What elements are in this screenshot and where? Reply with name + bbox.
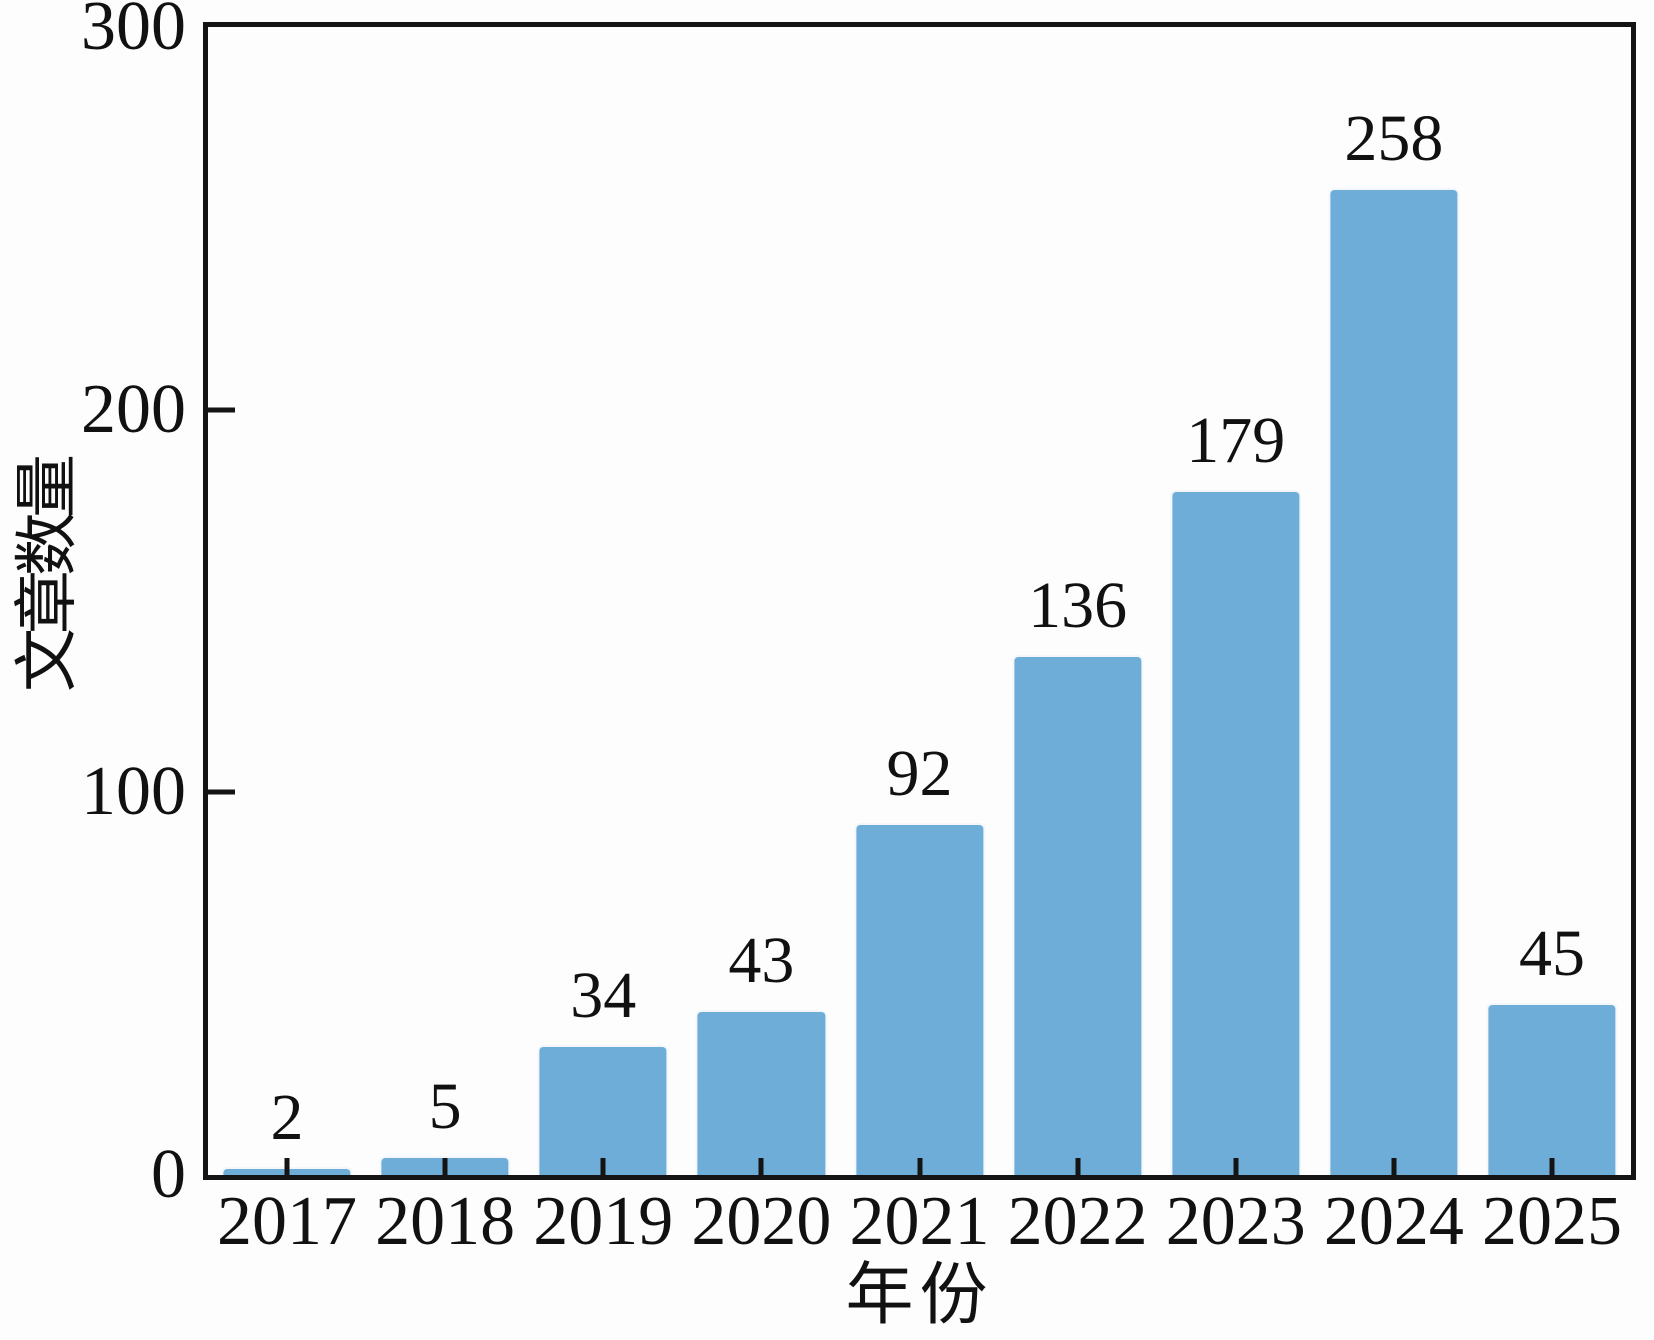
x-tick-label-2021: 2021: [849, 1183, 990, 1260]
y-tick-label-200: 200: [81, 370, 186, 448]
x-axis-tick-2017: [284, 1158, 290, 1175]
x-tick-label-2024: 2024: [1323, 1183, 1464, 1260]
x-axis-tick-2022: [1075, 1158, 1081, 1175]
y-tick-label-0: 0: [151, 1136, 186, 1213]
y-axis-tick-100: [208, 789, 235, 795]
x-axis-tick-2019: [600, 1158, 606, 1175]
y-axis-tick-200: [208, 407, 235, 413]
x-tick-label-2018: 2018: [375, 1183, 516, 1260]
bar-2019: [537, 1044, 669, 1175]
bar-value-label-2017: 2: [270, 1081, 304, 1155]
bar-value-label-2023: 179: [1186, 404, 1286, 478]
x-axis-tick-2023: [1233, 1158, 1239, 1175]
plot-area: 2 2017 5 2018 34 2019 43 2020 92 2021 136 2022 179 20…: [81, 0, 1636, 1329]
x-tick-label-2017: 2017: [217, 1183, 358, 1260]
bar-2023: [1170, 490, 1302, 1175]
bar-value-label-2018: 5: [428, 1069, 462, 1143]
x-axis-tick-2025: [1549, 1158, 1555, 1175]
bar-value-label-2022: 136: [1028, 568, 1128, 642]
bar-value-label-2024: 258: [1344, 101, 1444, 175]
bar-2022: [1012, 654, 1144, 1175]
bar-2025: [1486, 1002, 1618, 1175]
x-tick-label-2019: 2019: [533, 1183, 674, 1260]
x-tick-label-2022: 2022: [1007, 1183, 1148, 1260]
x-axis-tick-2018: [442, 1158, 448, 1175]
bar-2021: [853, 822, 986, 1175]
x-tick-label-2023: 2023: [1165, 1183, 1306, 1260]
bar-value-label-2021: 92: [886, 736, 953, 810]
bar-value-label-2019: 34: [570, 958, 637, 1032]
bar-2024: [1328, 187, 1460, 1175]
bar-value-label-2025: 45: [1518, 916, 1585, 990]
x-axis-tick-2021: [917, 1158, 922, 1175]
x-tick-label-2025: 2025: [1481, 1183, 1622, 1260]
y-axis-title: 文章数量: [12, 460, 83, 692]
y-tick-label-100: 100: [81, 753, 186, 831]
x-axis-tick-2024: [1391, 1158, 1397, 1175]
bar-value-label-2020: 43: [728, 924, 795, 998]
y-tick-label-300: 300: [81, 0, 186, 65]
bar-2020: [695, 1010, 827, 1175]
x-axis-tick-2020: [758, 1158, 764, 1175]
x-tick-label-2020: 2020: [691, 1183, 832, 1260]
x-axis-title: 年份: [845, 1257, 994, 1333]
